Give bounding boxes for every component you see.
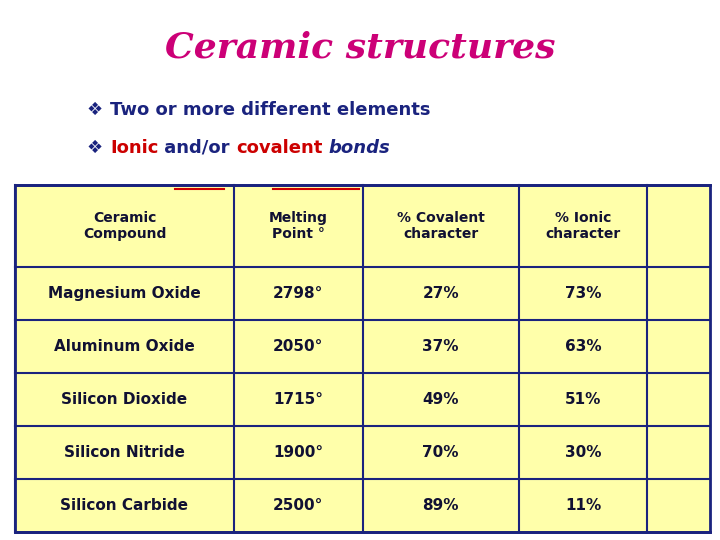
Text: ❖: ❖ <box>87 101 103 119</box>
Text: 11%: 11% <box>565 498 601 513</box>
Text: 63%: 63% <box>565 339 601 354</box>
Text: Ceramic
Compound: Ceramic Compound <box>83 211 166 241</box>
Text: Silicon Nitride: Silicon Nitride <box>64 445 185 460</box>
Text: covalent: covalent <box>236 139 323 157</box>
Text: 89%: 89% <box>423 498 459 513</box>
Text: 1900°: 1900° <box>273 445 323 460</box>
Text: 73%: 73% <box>565 286 601 301</box>
Text: and/or: and/or <box>158 139 236 157</box>
Bar <box>15 185 710 532</box>
Bar <box>15 185 710 532</box>
Text: 49%: 49% <box>423 392 459 407</box>
Text: 51%: 51% <box>565 392 601 407</box>
Text: ❖: ❖ <box>87 139 103 157</box>
Text: bonds: bonds <box>329 139 390 157</box>
Text: 2500°: 2500° <box>273 498 323 513</box>
Text: 30%: 30% <box>565 445 601 460</box>
Text: 1715°: 1715° <box>273 392 323 407</box>
Text: Ceramic structures: Ceramic structures <box>165 31 555 65</box>
Text: 37%: 37% <box>423 339 459 354</box>
Text: Melting
Point °: Melting Point ° <box>269 211 328 241</box>
Text: 2050°: 2050° <box>273 339 323 354</box>
Text: Silicon Dioxide: Silicon Dioxide <box>61 392 187 407</box>
Text: 27%: 27% <box>423 286 459 301</box>
Text: 2798°: 2798° <box>273 286 323 301</box>
Text: Magnesium Oxide: Magnesium Oxide <box>48 286 201 301</box>
Text: Ionic: Ionic <box>110 139 158 157</box>
Text: Silicon Carbide: Silicon Carbide <box>60 498 189 513</box>
Text: % Covalent
character: % Covalent character <box>397 211 485 241</box>
Text: Aluminum Oxide: Aluminum Oxide <box>54 339 195 354</box>
Text: % Ionic
character: % Ionic character <box>546 211 621 241</box>
Text: Two or more different elements: Two or more different elements <box>110 101 431 119</box>
Text: 70%: 70% <box>423 445 459 460</box>
